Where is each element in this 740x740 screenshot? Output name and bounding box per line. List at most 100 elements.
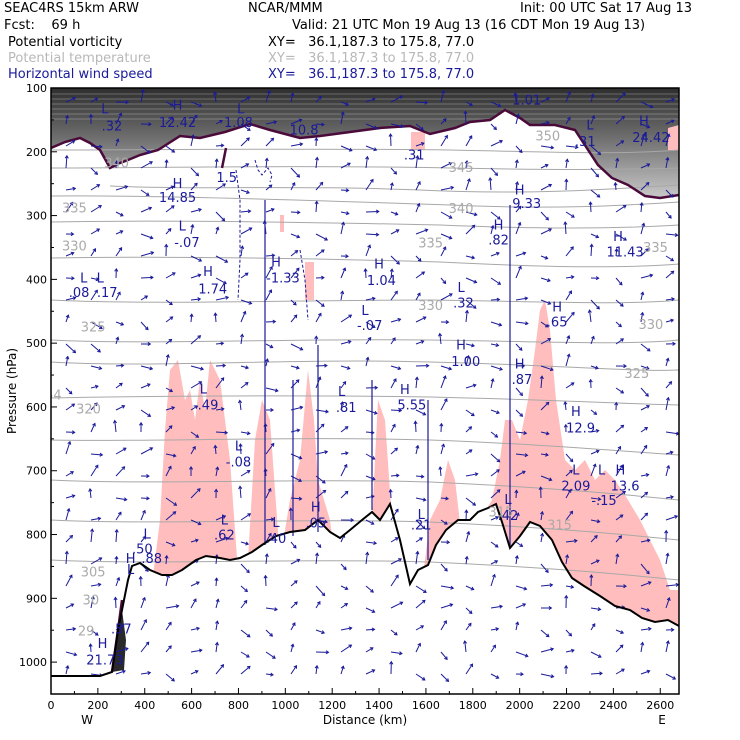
wind-vector (615, 644, 624, 653)
wind-vector-head (666, 396, 670, 401)
wind-vector-head (670, 270, 675, 275)
wind-vector-head (569, 510, 574, 515)
wind-vector-head (443, 521, 448, 525)
y-tick-label: 400 (26, 273, 47, 286)
wind-vector-head (213, 444, 218, 449)
wind-vector-head (544, 255, 549, 260)
wind-vector (140, 383, 151, 389)
wind-vector (665, 358, 669, 367)
wind-vector (390, 337, 396, 345)
wind-vector (665, 98, 675, 103)
wind-extremum-label: H (639, 115, 649, 130)
wind-vector-head (70, 603, 75, 607)
wind-vector-head (72, 349, 77, 354)
wind-vector-head (314, 335, 319, 340)
wind-vector-head (67, 440, 72, 445)
wind-vector (615, 465, 623, 477)
wind-vector (265, 266, 273, 279)
wind-vector (365, 519, 374, 525)
wind-vector (490, 574, 496, 587)
wind-vector-head (345, 102, 350, 106)
wind-vector (190, 446, 196, 455)
wind-vector (565, 585, 574, 588)
field-xy-wind: XY= 36.1,187.3 to 175.8, 77.0 (268, 67, 475, 82)
wind-extremum-label: .88 (141, 552, 162, 567)
wind-vector-head (188, 465, 194, 470)
wind-vector-head (494, 543, 499, 548)
wind-vector (490, 225, 494, 235)
wind-vector-head (367, 244, 372, 249)
wind-vector-head (597, 151, 602, 156)
wind-vector-head (442, 280, 447, 285)
wind-vector-head (246, 633, 251, 638)
wind-vector (65, 603, 74, 609)
wind-vector (590, 497, 601, 500)
wind-vector-head (94, 632, 99, 636)
x-tick-label: 600 (181, 699, 202, 712)
y-tick-label: 900 (26, 592, 47, 605)
wind-extremum-label: .05 (305, 517, 326, 532)
wind-vector-head (466, 354, 471, 359)
x-tick-label: 2600 (646, 699, 674, 712)
wind-vector-head (394, 537, 399, 541)
theta-labels: 350 345 340 340 335 335 335 330 330 330 325 325 320 3… (51, 129, 668, 639)
wind-vector-head (464, 555, 469, 560)
wind-vector-head (618, 323, 622, 328)
wind-vector (365, 321, 376, 328)
wind-vector-head (142, 535, 147, 540)
wind-vector-head (398, 651, 403, 656)
wind-vector-head (596, 194, 601, 198)
organization: NCAR/MMM (248, 1, 323, 16)
wind-vector (340, 101, 349, 106)
wind-vector (390, 558, 402, 565)
wind-extremum-label: H (456, 339, 466, 354)
wind-vector-head (620, 389, 625, 394)
wind-vector-head (149, 235, 154, 240)
wind-vector-head (466, 178, 471, 182)
wind-vector (365, 210, 379, 213)
wind-extremum-label: 13.6 (611, 480, 640, 495)
wind-vector (290, 580, 298, 587)
wind-vector (365, 541, 377, 544)
wind-vector-head (97, 516, 102, 521)
wind-vector-head (588, 201, 593, 205)
wind-vector (440, 90, 445, 103)
wind-vector-head (515, 621, 520, 626)
wind-vector-head (198, 648, 203, 653)
wind-vector (340, 291, 344, 301)
wind-vector (140, 207, 152, 213)
wind-vector (490, 628, 499, 631)
wind-vector (315, 553, 318, 565)
wind-vector-head (545, 452, 549, 457)
wind-vector (340, 563, 347, 570)
wind-vector (65, 508, 70, 521)
wind-vector-head (468, 426, 473, 430)
wind-vector (365, 297, 375, 301)
wind-vector-head (595, 173, 600, 178)
wind-vector (590, 115, 595, 125)
wind-vector (265, 358, 269, 367)
wind-vector (340, 585, 348, 590)
wind-vector (665, 640, 669, 653)
wind-extremum-label: 21.73 (86, 654, 123, 669)
wind-vector-head (397, 366, 402, 371)
wind-vector-head (117, 511, 122, 516)
wind-vector (440, 277, 446, 284)
wind-vector-head (522, 251, 527, 256)
wind-vector-head (164, 159, 169, 163)
wind-vector (239, 444, 242, 455)
wind-extremum-label: 1.01 (512, 94, 541, 109)
wind-vector-head (370, 178, 374, 183)
wind-vector-head (671, 297, 675, 302)
wind-vector (90, 517, 101, 521)
wind-vector (415, 292, 421, 301)
wind-vector-head (96, 228, 101, 233)
wind-vector-head (448, 161, 453, 166)
wind-vector (115, 337, 119, 345)
wind-vector-head (399, 95, 404, 100)
wind-vector-head (68, 390, 73, 395)
wind-vector-head (124, 647, 129, 651)
wind-vector-head (442, 246, 447, 251)
wind-vector (465, 255, 475, 259)
wind-vector-head (464, 160, 469, 164)
